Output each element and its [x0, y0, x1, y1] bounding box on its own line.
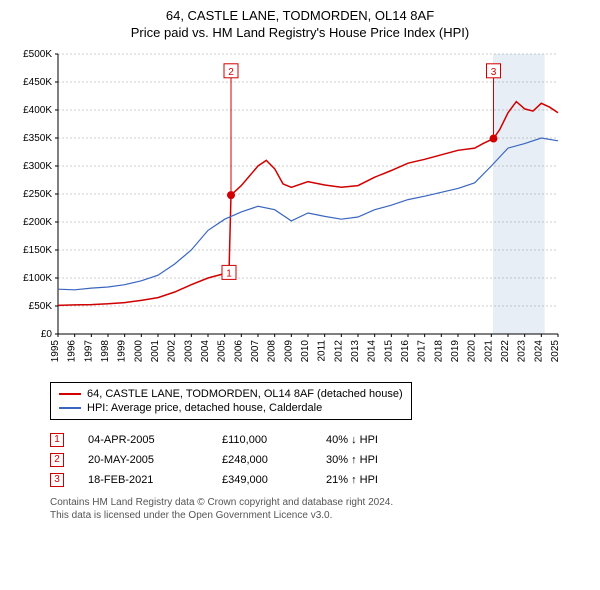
svg-text:£0: £0	[41, 329, 53, 340]
svg-text:2000: 2000	[133, 339, 144, 362]
svg-text:2021: 2021	[483, 339, 494, 362]
marker-table-row: 1 04-APR-2005 £110,000 40% ↓ HPI	[50, 430, 580, 450]
svg-text:£150K: £150K	[23, 245, 52, 256]
svg-text:2001: 2001	[150, 339, 161, 362]
marker-price: £349,000	[222, 474, 302, 486]
svg-text:2025: 2025	[550, 339, 561, 362]
marker-table: 1 04-APR-2005 £110,000 40% ↓ HPI 2 20-MAY-200…	[50, 430, 580, 490]
svg-text:£100K: £100K	[23, 273, 52, 284]
svg-text:2016: 2016	[400, 339, 411, 362]
svg-text:1: 1	[226, 268, 232, 279]
footer-line1: Contains HM Land Registry data © Crown c…	[50, 496, 580, 509]
svg-text:1996: 1996	[67, 339, 78, 362]
svg-text:2014: 2014	[367, 339, 378, 362]
svg-text:2003: 2003	[183, 339, 194, 362]
svg-text:2010: 2010	[300, 339, 311, 362]
svg-text:2: 2	[228, 67, 234, 78]
svg-text:2019: 2019	[450, 339, 461, 362]
legend-swatch	[59, 393, 81, 395]
svg-text:2011: 2011	[317, 339, 328, 361]
svg-text:1999: 1999	[117, 339, 128, 362]
svg-text:2002: 2002	[167, 339, 178, 362]
legend-label: HPI: Average price, detached house, Cald…	[87, 402, 322, 414]
legend-item: HPI: Average price, detached house, Cald…	[59, 401, 403, 415]
svg-text:2024: 2024	[533, 339, 544, 362]
svg-text:2017: 2017	[417, 339, 428, 362]
legend-swatch	[59, 407, 81, 409]
svg-text:2020: 2020	[467, 339, 478, 362]
chart-plot-area: £0 £50K £100K £150K £200K £250K £300K £350K £400…	[10, 46, 590, 376]
legend-box: 64, CASTLE LANE, TODMORDEN, OL14 8AF (de…	[50, 382, 412, 420]
marker-badge: 3	[50, 473, 64, 487]
svg-text:1995: 1995	[50, 339, 61, 362]
svg-text:£250K: £250K	[23, 189, 52, 200]
svg-text:£400K: £400K	[23, 105, 52, 116]
footer-line2: This data is licensed under the Open Gov…	[50, 509, 580, 522]
svg-text:£200K: £200K	[23, 217, 52, 228]
svg-text:£50K: £50K	[29, 301, 53, 312]
svg-text:£450K: £450K	[23, 77, 52, 88]
marker-delta: 40% ↓ HPI	[326, 434, 416, 446]
svg-text:2012: 2012	[333, 339, 344, 362]
svg-text:2008: 2008	[267, 339, 278, 362]
svg-text:2023: 2023	[517, 339, 528, 362]
svg-text:1998: 1998	[100, 339, 111, 362]
legend-item: 64, CASTLE LANE, TODMORDEN, OL14 8AF (de…	[59, 387, 403, 401]
svg-text:1997: 1997	[83, 339, 94, 362]
svg-text:2022: 2022	[500, 339, 511, 362]
svg-text:2015: 2015	[383, 339, 394, 362]
marker-date: 04-APR-2005	[88, 434, 198, 446]
line-chart-svg: £0 £50K £100K £150K £200K £250K £300K £350K £400…	[10, 46, 570, 376]
marker-date: 18-FEB-2021	[88, 474, 198, 486]
chart-title-line1: 64, CASTLE LANE, TODMORDEN, OL14 8AF	[10, 8, 590, 25]
svg-text:3: 3	[491, 67, 497, 78]
chart-title-line2: Price paid vs. HM Land Registry's House …	[10, 25, 590, 42]
marker-delta: 30% ↑ HPI	[326, 454, 416, 466]
marker-date: 20-MAY-2005	[88, 454, 198, 466]
marker-table-row: 2 20-MAY-2005 £248,000 30% ↑ HPI	[50, 450, 580, 470]
legend-label: 64, CASTLE LANE, TODMORDEN, OL14 8AF (de…	[87, 388, 403, 400]
svg-text:2007: 2007	[250, 339, 261, 362]
svg-text:£300K: £300K	[23, 161, 52, 172]
footer-note: Contains HM Land Registry data © Crown c…	[50, 496, 580, 522]
marker-delta: 21% ↑ HPI	[326, 474, 416, 486]
svg-text:2006: 2006	[233, 339, 244, 362]
svg-text:£500K: £500K	[23, 49, 52, 60]
marker-table-row: 3 18-FEB-2021 £349,000 21% ↑ HPI	[50, 470, 580, 490]
marker-price: £110,000	[222, 434, 302, 446]
svg-text:£350K: £350K	[23, 133, 52, 144]
svg-text:2005: 2005	[217, 339, 228, 362]
marker-price: £248,000	[222, 454, 302, 466]
marker-badge: 1	[50, 433, 64, 447]
svg-text:2018: 2018	[433, 339, 444, 362]
svg-text:2004: 2004	[200, 339, 211, 362]
svg-text:2009: 2009	[283, 339, 294, 362]
svg-text:2013: 2013	[350, 339, 361, 362]
chart-container: 64, CASTLE LANE, TODMORDEN, OL14 8AF Pri…	[0, 0, 600, 532]
marker-badge: 2	[50, 453, 64, 467]
